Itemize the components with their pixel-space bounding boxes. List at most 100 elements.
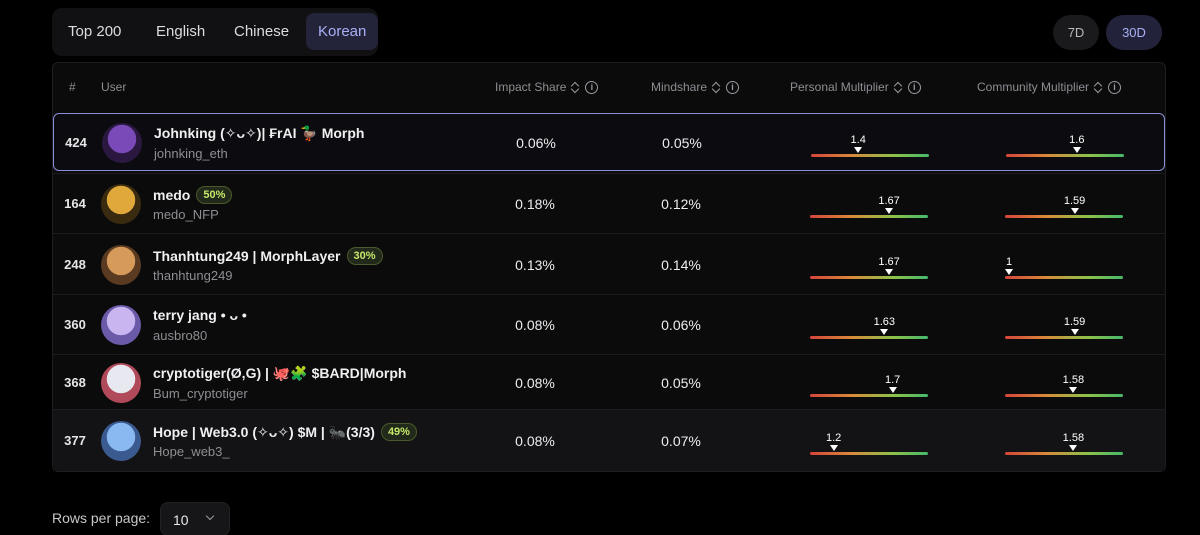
personal-multiplier: 1.2 (810, 425, 928, 455)
user-name[interactable]: Hope | Web3.0 (✧ᴗ✧) $M | 🐜(3/3) 49% (153, 423, 417, 441)
col-mindshare-label: Mindshare (651, 80, 708, 94)
personal-multiplier: 1.67 (810, 188, 928, 218)
tab-english[interactable]: English (156, 23, 206, 40)
range-30d-button[interactable]: 30D (1106, 15, 1162, 50)
avatar[interactable] (101, 184, 141, 224)
multiplier-marker-icon (854, 147, 863, 153)
multiplier-marker-icon (1005, 268, 1013, 275)
multiplier-bar (810, 215, 928, 218)
table-row[interactable]: 248 Thanhtung249 | MorphLayer 30% thanht… (53, 233, 1165, 294)
tab-korean[interactable]: Korean (306, 13, 379, 50)
personal-multiplier: 1.63 (810, 309, 928, 339)
user-name[interactable]: cryptotiger(Ø,G) | 🐙🧩 $BARD|Morph (153, 365, 406, 382)
user-display-name: Johnking (✧ᴗ✧)| ₣rAI 🦆 Morph (154, 125, 365, 141)
rank-number: 368 (64, 374, 86, 390)
table-row[interactable]: 377 Hope | Web3.0 (✧ᴗ✧) $M | 🐜(3/3) 49% … (53, 409, 1165, 471)
multiplier-bar (1005, 215, 1123, 218)
multiplier-bar (1005, 452, 1123, 455)
avatar[interactable] (101, 244, 141, 285)
multiplier-marker-icon (1069, 445, 1078, 451)
tab-chinese[interactable]: Chinese (234, 23, 290, 40)
mindshare-value: 0.05% (662, 135, 702, 151)
range-7d-button[interactable]: 7D (1053, 15, 1099, 50)
community-multiplier: 1 (1005, 249, 1123, 279)
table-row[interactable]: 164 medo 50% medo_NFP 0.18% 0.12% 1.67 1… (53, 173, 1165, 233)
col-community-multiplier[interactable]: Community Multiplier i (977, 80, 1122, 94)
rows-per-page-select[interactable]: 10 (160, 502, 230, 535)
community-multiplier: 1.59 (1005, 309, 1123, 339)
mindshare-value: 0.14% (661, 256, 701, 273)
user-handle: thanhtung249 (153, 267, 233, 283)
multiplier-bar (810, 393, 928, 397)
user-name[interactable]: Johnking (✧ᴗ✧)| ₣rAI 🦆 Morph (154, 125, 364, 142)
avatar[interactable] (101, 421, 141, 461)
rank-number: 248 (64, 256, 86, 272)
community-multiplier-value: 1.59 (1063, 316, 1086, 328)
personal-multiplier: 1.4 (811, 127, 929, 157)
info-icon[interactable]: i (585, 80, 599, 94)
community-multiplier: 1.58 (1005, 367, 1123, 397)
rows-per-page-label: Rows per page: (52, 510, 151, 526)
multiplier-bar (1005, 336, 1123, 339)
user-name[interactable]: terry jang • ᴗ • (153, 307, 247, 323)
personal-multiplier-value: 1.7 (884, 373, 901, 386)
user-handle: medo_NFP (153, 207, 219, 222)
avatar[interactable] (101, 305, 141, 345)
col-user-label: User (101, 80, 127, 94)
col-rank: # (69, 80, 76, 94)
community-multiplier: 1.6 (1006, 127, 1124, 157)
info-icon[interactable]: i (907, 80, 921, 94)
user-name[interactable]: Thanhtung249 | MorphLayer 30% (153, 246, 383, 265)
personal-multiplier: 1.7 (810, 367, 928, 397)
mindshare-value: 0.06% (661, 317, 701, 333)
impact-share-value: 0.08% (515, 317, 555, 333)
multiplier-bar (810, 275, 928, 279)
community-multiplier-value: 1 (1005, 255, 1013, 268)
user-display-name: Hope | Web3.0 (✧ᴗ✧) $M | 🐜(3/3) (153, 423, 375, 440)
multiplier-marker-icon (888, 386, 897, 393)
info-icon[interactable]: i (1108, 80, 1122, 94)
table-row[interactable]: 360 terry jang • ᴗ • ausbro80 0.08% 0.06… (53, 294, 1165, 354)
personal-multiplier-value: 1.67 (878, 255, 900, 268)
avatar[interactable] (101, 362, 141, 403)
impact-share-value: 0.08% (515, 374, 555, 391)
mindshare-value: 0.12% (661, 196, 701, 212)
user-handle: Bum_cryptotiger (153, 385, 248, 401)
multiplier-bar (1005, 275, 1123, 279)
col-community-multiplier-label: Community Multiplier (977, 80, 1090, 94)
rank-number: 360 (64, 317, 86, 332)
share-badge: 50% (196, 186, 233, 204)
multiplier-marker-icon (829, 445, 838, 451)
col-mindshare[interactable]: Mindshare i (651, 80, 740, 94)
community-multiplier: 1.58 (1005, 425, 1123, 455)
language-tabs: Top 200 English Chinese Korean (52, 8, 379, 56)
table-row[interactable]: 368 cryptotiger(Ø,G) | 🐙🧩 $BARD|Morph Bu… (53, 354, 1165, 409)
rank-number: 164 (64, 196, 86, 211)
personal-multiplier-value: 1.67 (878, 195, 900, 207)
personal-multiplier-value: 1.4 (850, 134, 866, 146)
user-handle: johnking_eth (154, 146, 228, 161)
avatar[interactable] (102, 123, 142, 163)
multiplier-marker-icon (885, 208, 894, 214)
col-personal-multiplier[interactable]: Personal Multiplier i (790, 80, 921, 94)
sort-icon[interactable] (712, 81, 721, 94)
tab-top-200[interactable]: Top 200 (68, 23, 122, 40)
multiplier-marker-icon (1070, 329, 1079, 335)
community-multiplier-value: 1.58 (1062, 432, 1085, 444)
sort-icon[interactable] (571, 81, 580, 94)
table-row[interactable]: 424 Johnking (✧ᴗ✧)| ₣rAI 🦆 Morph johnkin… (53, 113, 1165, 171)
sort-icon[interactable] (894, 81, 903, 94)
col-impact-share[interactable]: Impact Share i (495, 80, 599, 94)
info-icon[interactable]: i (726, 80, 740, 94)
user-name[interactable]: medo 50% (153, 186, 233, 204)
user-display-name: medo (153, 187, 191, 203)
community-multiplier-value: 1.6 (1069, 134, 1085, 146)
col-personal-multiplier-label: Personal Multiplier (790, 80, 889, 94)
impact-share-value: 0.08% (515, 433, 555, 449)
multiplier-marker-icon (1069, 386, 1078, 393)
impact-share-value: 0.18% (515, 196, 555, 212)
chevron-down-icon (205, 511, 215, 521)
sort-icon[interactable] (1094, 81, 1103, 94)
community-multiplier: 1.59 (1005, 188, 1123, 218)
col-user: User (101, 80, 126, 94)
